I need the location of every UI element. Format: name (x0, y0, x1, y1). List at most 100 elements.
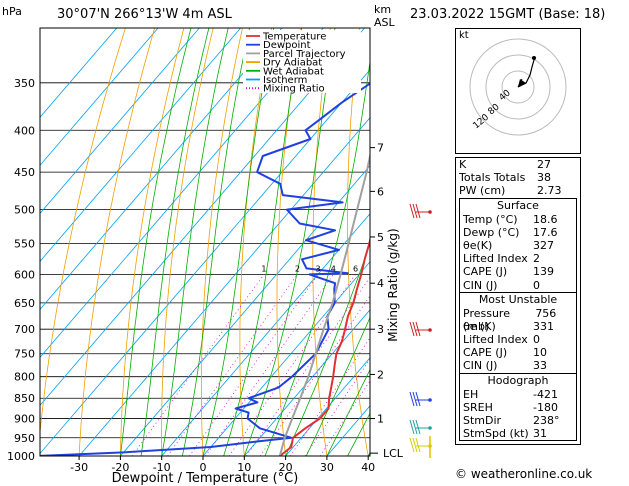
hodograph-end-marker (532, 56, 536, 60)
wind-barb-marker (428, 210, 432, 214)
x-tick-label: -10 (153, 461, 171, 474)
indices-panel: K 27 Totals Totals 38 PW (cm) 2.73 Surface Te… (455, 157, 581, 446)
hodograph-ring-120 (469, 38, 567, 136)
hodograph-stat-label: StmDir (463, 414, 502, 427)
most-unstable-row: CAPE (J) 10 (460, 346, 576, 359)
wind-barb-flag (412, 203, 418, 219)
wind-barb-flag (415, 419, 421, 435)
hodograph-stat-row: EH -421 (460, 388, 576, 401)
isotherm-line (78, 117, 370, 456)
wind-barb-flag (412, 419, 418, 435)
isotherm-line (120, 165, 370, 456)
surface-label: CAPE (J) (463, 265, 508, 279)
wet-adiabat-line (223, 28, 303, 456)
pressure-tick-label: 600 (14, 268, 35, 281)
mixing-ratio-line (167, 274, 298, 456)
hpa-axis-title: hPa (2, 5, 22, 18)
mixing-ratio-label: 1 (261, 264, 266, 273)
mixing-ratio-label: 2 (295, 264, 300, 273)
most-unstable-value: 0 (533, 333, 540, 347)
wet-adiabat-line (161, 28, 229, 456)
dry-adiabat-line (445, 28, 450, 456)
wind-barb-flag (412, 391, 418, 407)
legend-label: Temperature (262, 32, 326, 43)
wind-barb-flag (412, 321, 418, 337)
wind-barb-flag (409, 321, 415, 337)
hodograph-stat-label: SREH (463, 400, 493, 414)
pressure-tick-label: 950 (14, 432, 35, 445)
surface-value: 0 (533, 278, 540, 292)
wind-barb-marker (428, 426, 432, 430)
index-value: 38 (537, 171, 551, 185)
surface-label: Temp (°C) (463, 212, 518, 226)
most-unstable-title: Most Unstable (478, 292, 558, 306)
most-unstable-row: Pressure (mb) 756 (460, 307, 576, 333)
isotherm-line (40, 69, 370, 455)
pressure-tick-label: 400 (14, 124, 35, 137)
dry-adiabat-line (161, 28, 214, 456)
x-tick-label: 20 (279, 461, 293, 474)
hodograph-stat-value: 238° (533, 414, 560, 427)
asl-axis-title: ASL (374, 16, 395, 29)
surface-value: 17.6 (533, 225, 558, 239)
surface-value: 18.6 (533, 212, 558, 226)
wind-barb-flag (409, 391, 415, 407)
surface-row: Dewp (°C) 17.6 (460, 226, 576, 239)
pressure-tick-label: 850 (14, 392, 35, 405)
storm-motion-marker (518, 79, 526, 87)
plot-frame (39, 27, 371, 457)
pressure-tick-label: 750 (14, 348, 35, 361)
dry-adiabat-line (347, 28, 369, 456)
wind-barb-flag (415, 437, 421, 453)
lcl-label: LCL (383, 447, 404, 460)
surface-row: Lifted Index 2 (460, 252, 576, 265)
most-unstable-value: 331 (533, 319, 554, 333)
km-tick-label: 1 (377, 413, 384, 426)
index-row: Totals Totals 38 (456, 171, 580, 184)
parcel-trajectory-line (278, 151, 370, 456)
pressure-tick-label: 700 (14, 323, 35, 336)
wet-adiabat-line (120, 28, 192, 456)
most-unstable-label: CAPE (J) (463, 346, 508, 360)
surface-value: 139 (533, 265, 554, 279)
pressure-tick-label: 900 (14, 413, 35, 426)
surface-row: CIN (J) 0 (460, 279, 576, 292)
x-tick-label: -20 (111, 461, 129, 474)
surface-value: 327 (533, 238, 554, 252)
isotherm-line (40, 28, 241, 262)
hodograph-ring-label-80: 80 (487, 102, 502, 117)
most-unstable-section: Most Unstable Pressure (mb) 756 θe (K) 331 L… (459, 291, 577, 373)
surface-label: Lifted Index (463, 252, 528, 266)
x-tick-label: 0 (200, 461, 207, 474)
pressure-tick-label: 450 (14, 166, 35, 179)
legend-label: Dry Adiabat (263, 58, 322, 69)
isotherm-line (410, 28, 451, 456)
wind-barb-flag (415, 391, 421, 407)
isotherm-line (40, 28, 365, 407)
hodograph-ring-80 (485, 54, 551, 120)
hodograph-stat-label: EH (463, 387, 479, 401)
wind-barb-flag (409, 437, 415, 453)
surface-label: θe(K) (463, 238, 493, 252)
index-label: K (459, 158, 467, 171)
isotherm-line (40, 28, 200, 214)
hodograph-panel-title: Hodograph (487, 373, 549, 387)
km-tick-label: 2 (377, 368, 384, 381)
pressure-tick-label: 500 (14, 204, 35, 217)
legend-label: Parcel Trajectory (263, 49, 346, 60)
hodograph-stat-value: 31 (533, 427, 547, 441)
km-tick-label: 3 (377, 323, 384, 336)
wet-adiabat-line (264, 59, 370, 456)
legend-box (243, 30, 361, 93)
wet-adiabat-line (202, 28, 275, 456)
dry-adiabat-line (414, 28, 450, 456)
mixing-ratio-axis-title: Mixing Ratio (g/kg) (386, 228, 400, 341)
wind-barb-flag (409, 203, 415, 219)
surface-row: Temp (°C) 18.6 (460, 213, 576, 226)
wind-barb-flag (415, 321, 421, 337)
surface-section: Surface Temp (°C) 18.6 Dewp (°C) 17.6 θe(K) 3… (459, 197, 577, 292)
dewpoint-line (40, 82, 370, 456)
hodograph-stat-value: -180 (533, 400, 558, 414)
index-value: 27 (537, 158, 551, 171)
x-axis-title: Dewpoint / Temperature (°C) (112, 471, 299, 486)
